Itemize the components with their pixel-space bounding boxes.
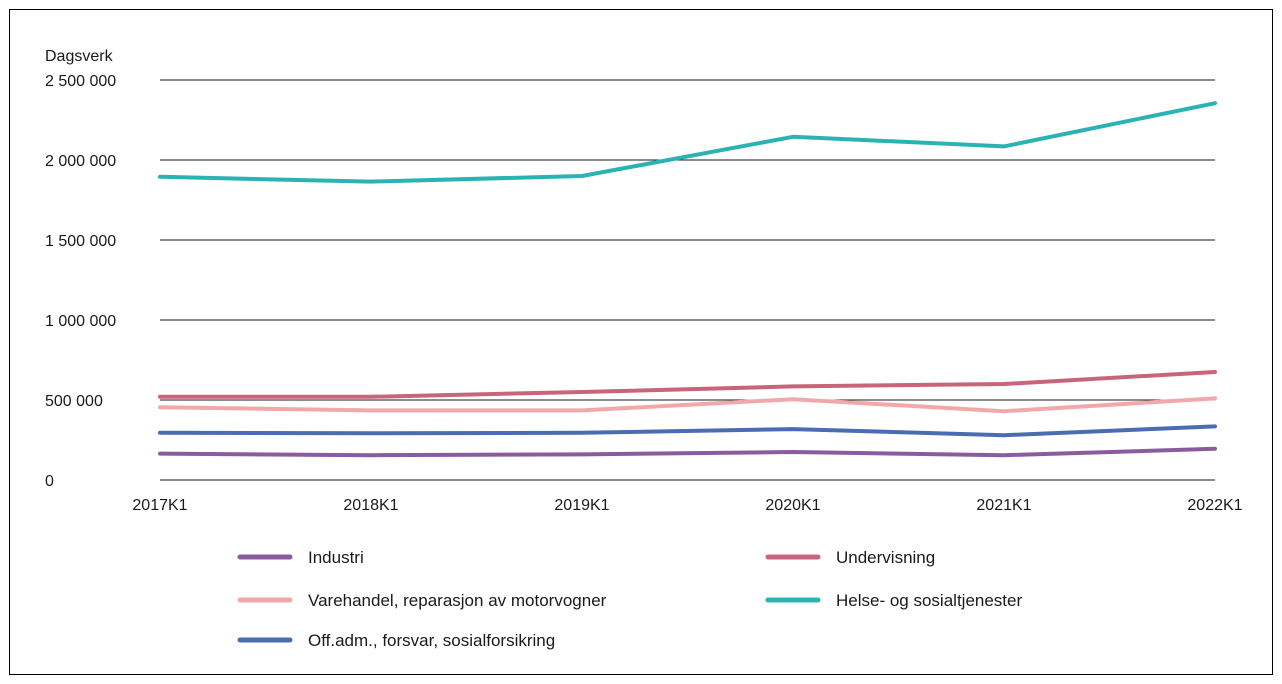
y-tick-label-5: 2 500 000 <box>45 73 116 90</box>
x-tick-label-0: 2017K1 <box>132 497 187 514</box>
series-line-4 <box>158 424 1217 438</box>
series-line-3 <box>158 101 1217 184</box>
legend-label-3: Helse- og sosialtjenester <box>836 591 1022 610</box>
y-tick-label-3: 1 500 000 <box>45 233 116 250</box>
x-tick-label-3: 2020K1 <box>765 497 820 514</box>
y-tick-label-1: 500 000 <box>45 393 103 410</box>
series-line-0 <box>158 446 1217 458</box>
legend: Industri Undervisning Varehandel, reparasj… <box>237 548 1022 650</box>
x-tick-label-4: 2021K1 <box>976 497 1031 514</box>
legend-label-0: Industri <box>308 548 364 567</box>
x-tick-label-5: 2022K1 <box>1187 497 1242 514</box>
x-tick-label-2: 2019K1 <box>554 497 609 514</box>
series-line-2 <box>158 396 1217 414</box>
series-lines <box>158 101 1217 458</box>
y-tick-labels: 0 500 000 1 000 000 1 500 000 2 000 000 2 500… <box>45 73 116 490</box>
y-tick-label-0: 0 <box>45 473 54 490</box>
legend-label-4: Off.adm., forsvar, sosialforsikring <box>308 631 555 650</box>
x-tick-labels: 2017K1 2018K1 2019K1 2020K1 2021K1 2022K1 <box>132 497 1242 514</box>
y-axis-label: Dagsverk <box>45 48 114 65</box>
y-tick-label-4: 2 000 000 <box>45 153 116 170</box>
chart-frame <box>9 9 1273 675</box>
y-tick-label-2: 1 000 000 <box>45 313 116 330</box>
legend-label-1: Undervisning <box>836 548 935 567</box>
gridlines <box>160 79 1215 481</box>
x-tick-label-1: 2018K1 <box>343 497 398 514</box>
legend-label-2: Varehandel, reparasjon av motorvogner <box>308 591 607 610</box>
series-line-1 <box>158 370 1217 399</box>
